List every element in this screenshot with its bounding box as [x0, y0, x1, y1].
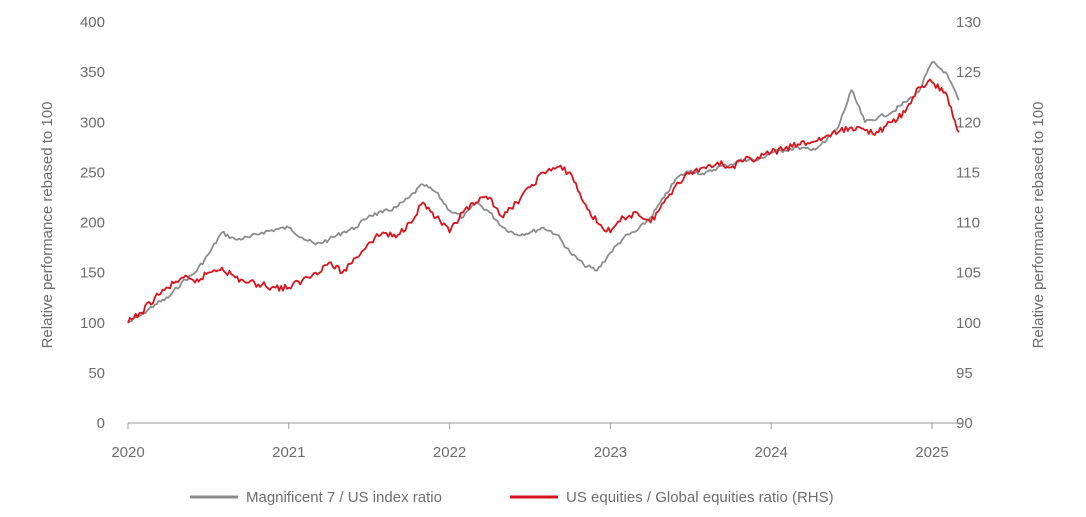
left-y-axis-ticks: 0 50 100 150 200 250 300 350 400 — [80, 14, 105, 432]
left-y-tick-label: 150 — [80, 265, 105, 282]
right-y-tick-label: 90 — [956, 415, 973, 432]
left-y-tick-label: 50 — [88, 365, 105, 382]
right-y-tick-label: 105 — [956, 265, 981, 282]
series-line-1 — [127, 60, 960, 324]
right-y-tick-label: 120 — [956, 114, 981, 131]
x-tick-label: 2020 — [111, 444, 144, 461]
left-y-tick-label: 400 — [80, 14, 105, 31]
right-y-axis-title: Relative performance rebased to 100 — [1030, 102, 1047, 349]
left-y-tick-label: 250 — [80, 164, 105, 181]
right-y-tick-label: 115 — [956, 164, 980, 181]
legend: Magnificent 7 / US index ratio US equitie… — [190, 489, 834, 506]
series-line-2 — [127, 78, 960, 324]
left-y-tick-label: 350 — [80, 64, 105, 81]
x-tick-label: 2024 — [755, 444, 788, 461]
x-tick-label: 2022 — [433, 444, 466, 461]
series-layer — [127, 60, 960, 324]
x-tick-label: 2021 — [272, 444, 305, 461]
left-y-axis-title: Relative performance rebased to 100 — [39, 102, 56, 349]
right-y-tick-label: 95 — [956, 365, 973, 382]
right-y-axis-ticks: 90 95 100 105 110 115 120 125 130 — [956, 14, 981, 432]
left-y-tick-label: 0 — [97, 415, 105, 432]
legend-label-1: Magnificent 7 / US index ratio — [246, 489, 442, 506]
left-y-tick-label: 200 — [80, 215, 105, 232]
right-y-tick-label: 100 — [956, 315, 981, 332]
legend-label-2: US equities / Global equities ratio (RHS… — [566, 489, 834, 506]
x-tick-label: 2023 — [594, 444, 627, 461]
right-y-tick-label: 130 — [956, 14, 981, 31]
left-y-tick-label: 300 — [80, 114, 105, 131]
right-y-tick-label: 125 — [956, 64, 981, 81]
x-axis-ticks: 2020 2021 2022 2023 2024 2025 — [111, 423, 949, 461]
x-tick-label: 2025 — [915, 444, 948, 461]
left-y-tick-label: 100 — [80, 315, 105, 332]
right-y-tick-label: 110 — [956, 215, 980, 232]
